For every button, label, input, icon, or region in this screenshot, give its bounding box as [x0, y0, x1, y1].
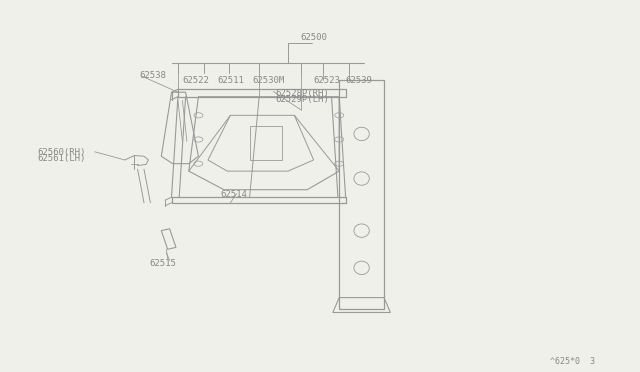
Text: 62511: 62511: [218, 76, 244, 85]
Text: 62538: 62538: [140, 71, 166, 80]
Text: 62514: 62514: [221, 190, 248, 199]
Text: 62500: 62500: [300, 33, 327, 42]
Text: 62560(RH): 62560(RH): [37, 148, 86, 157]
Text: 62561(LH): 62561(LH): [37, 154, 86, 163]
Text: 62523: 62523: [314, 76, 340, 85]
Text: 62530M: 62530M: [253, 76, 285, 85]
Text: 62539: 62539: [346, 76, 372, 85]
Text: 62529P(LH): 62529P(LH): [275, 95, 329, 104]
Text: 62528P(RH): 62528P(RH): [275, 89, 329, 97]
Text: 62522: 62522: [182, 76, 209, 85]
Text: 62515: 62515: [150, 259, 177, 267]
Text: ^625*0  3: ^625*0 3: [550, 357, 595, 366]
